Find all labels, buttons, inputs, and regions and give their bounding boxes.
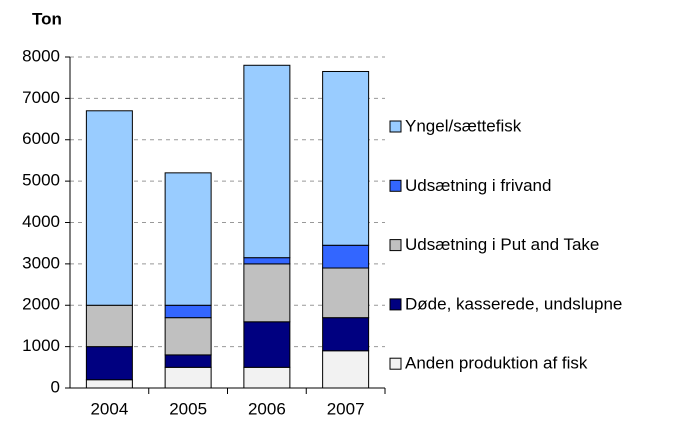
bar-segment: [85, 110, 133, 306]
x-tick-label: 2006: [248, 399, 286, 418]
bar-segment: [164, 172, 212, 306]
bar-segment: [164, 366, 212, 389]
bar-segment: [85, 304, 133, 348]
y-tick-label: 1000: [22, 336, 60, 355]
y-tick-label: 4000: [22, 212, 60, 231]
legend-label: Anden produktion af fisk: [405, 354, 588, 373]
bar-segment: [85, 346, 133, 381]
legend-swatch: [389, 357, 402, 370]
legend-label: Døde, kasserede, undslupne: [405, 294, 622, 313]
bar-segment: [322, 70, 370, 246]
x-tick-label: 2004: [90, 399, 128, 418]
bar-segment: [243, 64, 291, 259]
x-tick-label: 2005: [169, 399, 207, 418]
legend-swatch: [389, 298, 402, 311]
bar-segment: [322, 317, 370, 352]
bar-segment: [322, 244, 370, 269]
y-tick-label: 3000: [22, 253, 60, 272]
bar-segment: [243, 257, 291, 265]
bar-segment: [322, 267, 370, 319]
legend-swatch: [389, 120, 402, 133]
legend-label: Udsætning i frivand: [405, 176, 551, 195]
bar-segment: [164, 304, 212, 319]
bar-segment: [85, 379, 133, 389]
y-tick-label: 5000: [22, 171, 60, 190]
bar-segment: [322, 350, 370, 389]
bar-segment: [243, 366, 291, 389]
y-tick-label: 7000: [22, 88, 60, 107]
x-tick-label: 2007: [327, 399, 365, 418]
legend-swatch: [389, 239, 402, 252]
y-tick-label: 0: [51, 377, 60, 396]
y-tick-label: 2000: [22, 295, 60, 314]
bar-segment: [243, 321, 291, 368]
bar-segment: [164, 354, 212, 368]
bar-segment: [243, 263, 291, 323]
y-axis-title: Ton: [32, 9, 62, 28]
bar-segment: [164, 317, 212, 356]
y-tick-label: 8000: [22, 46, 60, 65]
legend-swatch: [389, 179, 402, 192]
legend-label: Udsætning i Put and Take: [405, 235, 599, 254]
y-tick-label: 6000: [22, 129, 60, 148]
legend-label: Yngel/sættefisk: [405, 116, 522, 135]
